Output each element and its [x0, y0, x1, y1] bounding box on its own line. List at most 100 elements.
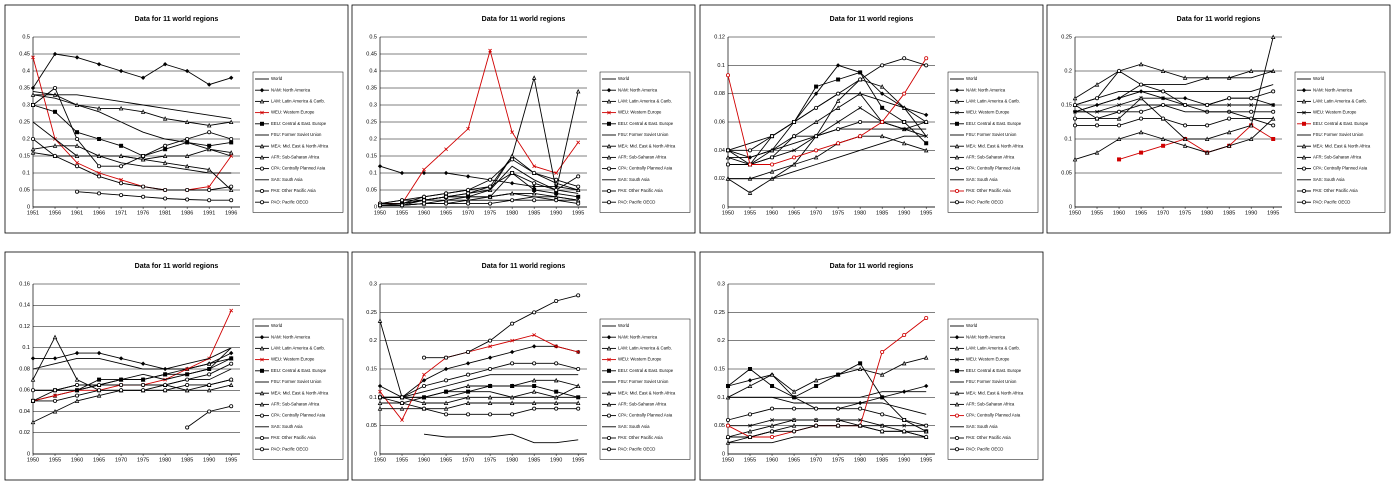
marker — [954, 154, 960, 160]
legend-label: NAM: North America — [618, 334, 658, 339]
x-tick-label: 1960 — [766, 457, 778, 463]
marker — [748, 148, 753, 153]
x-tick-label: 1980 — [506, 210, 518, 216]
y-tick-label: 0.3 — [22, 102, 30, 108]
marker — [259, 345, 265, 351]
marker — [532, 310, 537, 315]
legend-label: PAS: Other Pacific Asia — [271, 435, 316, 440]
marker — [1227, 103, 1232, 107]
marker — [531, 400, 537, 405]
marker — [162, 153, 168, 158]
x-tick-label: 1995 — [572, 457, 584, 463]
legend-label: CPA: Centrally Planned Asia — [618, 413, 673, 418]
y-tick-label: 0.1 — [717, 395, 725, 401]
marker — [75, 164, 80, 169]
series-line — [76, 191, 232, 201]
marker — [791, 162, 797, 167]
x-tick-label: 1995 — [920, 457, 932, 463]
marker — [229, 356, 234, 361]
marker — [510, 383, 515, 388]
marker — [510, 170, 515, 175]
x-tick-label: 1955 — [744, 457, 756, 463]
marker — [422, 383, 427, 388]
legend-label: LAM: Latin America & Carib. — [1313, 99, 1367, 104]
marker — [377, 203, 382, 208]
marker — [955, 435, 960, 440]
marker — [229, 154, 234, 158]
series-line — [424, 294, 579, 359]
marker — [532, 181, 537, 186]
marker — [259, 200, 264, 205]
marker — [30, 150, 36, 155]
series-line — [1074, 63, 1274, 99]
series-line — [32, 347, 232, 370]
marker — [30, 103, 35, 108]
marker — [769, 147, 775, 153]
legend-label: PAO: Pacific OECD — [271, 446, 308, 451]
series-line — [728, 425, 927, 438]
legend-label: AFR: Sub-Saharan Africa — [618, 155, 667, 160]
x-tick-label: 1980 — [854, 457, 866, 463]
marker — [532, 383, 537, 388]
marker — [924, 434, 929, 439]
marker — [924, 56, 929, 61]
marker — [814, 383, 819, 388]
marker — [377, 383, 383, 389]
marker — [422, 167, 426, 172]
marker — [1139, 116, 1144, 121]
legend-label: EEU: Central & East. Europe — [271, 121, 327, 126]
y-tick-label: 0.2 — [22, 136, 30, 142]
marker — [1072, 156, 1078, 162]
marker — [1270, 34, 1276, 39]
chart-title: Data for 11 world regions — [830, 263, 914, 270]
marker — [725, 154, 731, 160]
marker — [576, 350, 581, 354]
y-tick-label: 0.25 — [366, 119, 377, 125]
marker — [465, 394, 471, 400]
x-tick-label: 1965 — [440, 457, 452, 463]
series-line — [727, 408, 927, 427]
marker — [1301, 154, 1307, 160]
marker — [770, 429, 775, 434]
marker — [30, 356, 36, 361]
marker — [836, 120, 840, 124]
y-tick-label: 0.04 — [19, 409, 30, 415]
x-tick-label: 1950 — [722, 457, 734, 463]
series-line — [423, 433, 579, 444]
y-tick-label: 0.06 — [714, 119, 725, 125]
marker — [443, 406, 449, 411]
marker — [1226, 129, 1232, 135]
marker — [97, 171, 101, 175]
marker — [1248, 136, 1254, 141]
x-tick-label: 1950 — [374, 210, 386, 216]
marker — [400, 203, 405, 208]
series-line — [1074, 84, 1274, 106]
marker — [1073, 116, 1078, 121]
marker — [726, 73, 731, 78]
marker — [400, 400, 405, 405]
legend-label: MEA: Mid. East & North Africa — [271, 143, 329, 148]
marker — [509, 190, 515, 196]
marker — [488, 338, 493, 343]
legend-label: FSU: Former Soviet Union — [1313, 132, 1364, 137]
marker — [858, 361, 863, 366]
marker — [858, 134, 863, 139]
marker — [206, 167, 212, 172]
marker — [207, 372, 212, 377]
marker — [1095, 116, 1100, 121]
marker — [488, 184, 493, 189]
marker — [185, 425, 190, 430]
x-tick-label: 1985 — [876, 457, 888, 463]
y-tick-label: 0.15 — [366, 153, 377, 159]
marker — [184, 119, 190, 124]
marker — [924, 112, 929, 118]
x-tick-label: 1986 — [181, 210, 193, 216]
marker — [813, 91, 819, 96]
legend-label: PAS: Other Pacific Asia — [618, 435, 663, 440]
marker — [444, 355, 449, 360]
y-tick-label: 0.1 — [1064, 136, 1072, 142]
marker — [377, 395, 382, 400]
marker — [140, 156, 146, 162]
legend-label: World — [966, 76, 978, 81]
marker — [836, 77, 841, 82]
